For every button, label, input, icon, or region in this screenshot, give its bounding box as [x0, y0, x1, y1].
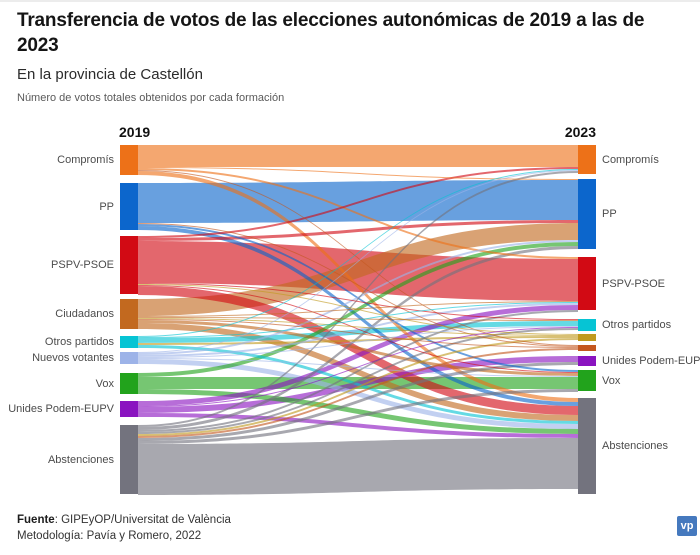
page-subtitle: En la provincia de Castellón: [17, 66, 203, 83]
flow-otros-to-abstenciones: [138, 345, 578, 424]
flow-compromis-to-abstenciones: [138, 171, 578, 402]
flow-nuevos-to-pspv: [138, 303, 578, 357]
source-line: Fuente: GIPEyOP/Universitat de València: [17, 512, 231, 528]
node-pspv-2023: [578, 257, 596, 310]
flow-ciudadanos-to-minor2: [138, 319, 578, 348]
node-compromis-2019: [120, 145, 138, 175]
column-header-2023: 2023: [564, 124, 596, 140]
flow-otros-to-compromis: [138, 169, 578, 337]
source-label: Fuente: [17, 514, 55, 526]
column-header-2019: 2019: [119, 124, 151, 140]
node-vox-2023: [578, 370, 596, 391]
node-minor2-2023: [578, 345, 596, 351]
flow-pspv-to-pp: [138, 220, 578, 241]
node-pp-2019: [120, 183, 138, 230]
flow-abstenciones-to-minor2: [138, 348, 578, 438]
flow-pspv-to-abstenciones: [138, 286, 578, 415]
flow-abstenciones-to-podem: [138, 362, 578, 441]
page-title: Transferencia de votos de las elecciones…: [17, 10, 645, 57]
node-vox-2019: [120, 373, 138, 394]
flow-abstenciones-to-minor1: [138, 338, 578, 436]
flow-compromis-to-pspv: [138, 168, 578, 259]
flow-abstenciones-to-compromis: [138, 171, 578, 427]
flow-vox-to-abstenciones: [138, 389, 578, 434]
node-otros-2023: [578, 319, 596, 331]
flow-abstenciones-to-vox: [138, 389, 578, 444]
chart-note: Número de votos totales obtenidos por ca…: [17, 92, 285, 104]
methodology-line: Metodología: Pavía y Romero, 2022: [17, 530, 202, 542]
flow-ciudadanos-to-vox: [138, 320, 578, 376]
node-minor1-2023: [578, 334, 596, 341]
flow-pp-to-minor2: [138, 223, 578, 347]
chart-footer: Fuente: GIPEyOP/Universitat de València …: [17, 512, 231, 544]
flow-abstenciones-to-otros: [138, 328, 578, 434]
flow-pspv-to-otros: [138, 283, 578, 320]
flow-otros-to-pspv: [138, 302, 578, 338]
node-otros-2019: [120, 336, 138, 348]
flow-podem-to-pspv: [138, 305, 578, 406]
flow-ciudadanos-to-minor1: [138, 318, 578, 336]
flow-compromis-to-compromis: [138, 145, 578, 167]
flow-nuevos-to-otros: [138, 326, 578, 358]
flow-compromis-to-pp: [138, 167, 578, 180]
node-pspv-2019: [120, 236, 138, 294]
flow-ciudadanos-to-otros: [138, 317, 578, 321]
flow-podem-to-otros: [138, 327, 578, 407]
node-pp-2023: [578, 179, 596, 249]
node-abstenciones-2023: [578, 398, 596, 494]
node-compromis-2023: [578, 145, 596, 174]
node-podem-2019: [120, 401, 138, 417]
node-ciudadanos-2019: [120, 299, 138, 329]
flow-pspv-to-compromis: [138, 167, 578, 238]
flow-abstenciones-to-pspv: [138, 310, 578, 432]
flow-ciudadanos-to-pspv: [138, 301, 578, 317]
flow-pp-to-abstenciones: [138, 226, 578, 406]
flow-abstenciones-to-abstenciones: [138, 438, 578, 495]
flow-ciudadanos-to-pp: [138, 223, 578, 316]
node-podem-2023: [578, 356, 596, 366]
flow-nuevos-to-compromis: [138, 170, 578, 353]
flow-pspv-to-vox: [138, 285, 578, 373]
flow-podem-to-abstenciones: [138, 413, 578, 438]
flow-abstenciones-to-pp: [138, 246, 578, 430]
flow-nuevos-to-pp: [138, 240, 578, 355]
node-nuevos-2019: [120, 352, 138, 364]
node-abstenciones-2019: [120, 425, 138, 494]
vp-logo[interactable]: vp: [677, 516, 697, 536]
source-text: : GIPEyOP/Universitat de València: [54, 514, 231, 526]
flow-compromis-to-minor2: [138, 170, 578, 346]
